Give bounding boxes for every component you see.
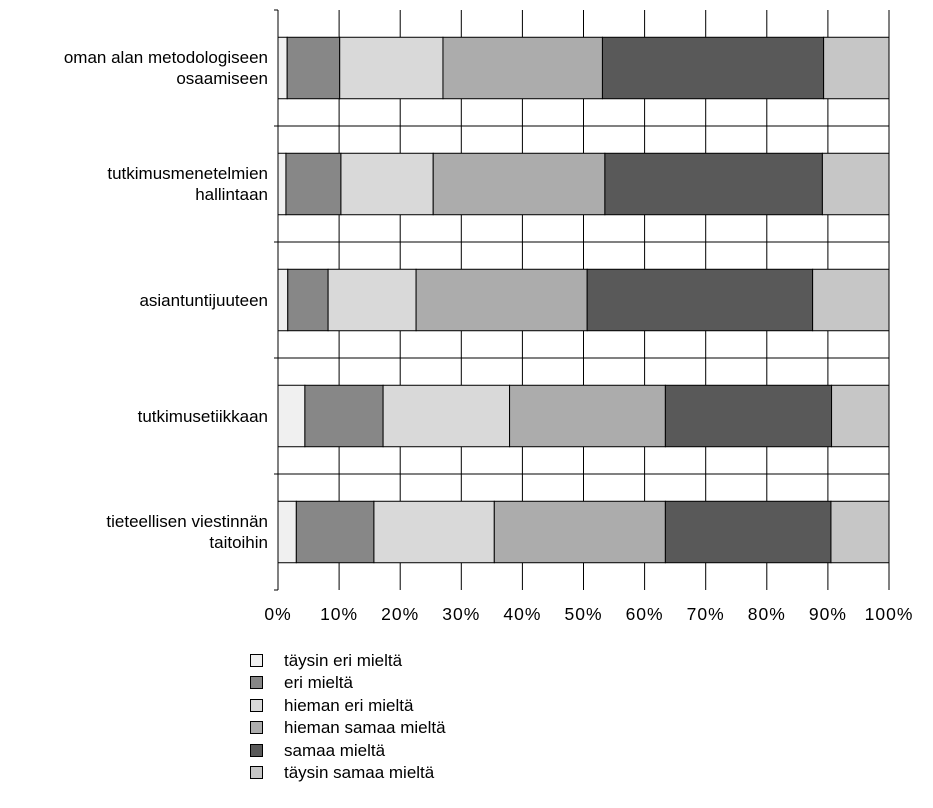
x-tick-label: 0% xyxy=(264,604,292,624)
legend-swatch xyxy=(250,765,263,779)
bar-segment-4-2 xyxy=(304,384,384,448)
bar-segment-5-4 xyxy=(493,500,666,564)
legend-swatch xyxy=(250,654,263,667)
bar-segment-4-1 xyxy=(277,384,306,448)
legend-label: hieman samaa mieltä xyxy=(284,718,446,738)
bars xyxy=(277,36,890,564)
x-tick-label: 20% xyxy=(381,604,420,624)
bar-segment-3-3 xyxy=(327,268,417,332)
category-label-line: tieteellisen viestinnän xyxy=(106,512,268,531)
legend-label: eri mieltä xyxy=(284,673,353,693)
legend-swatch xyxy=(250,721,263,735)
category-label-line: hallintaan xyxy=(195,185,268,204)
bar-segment-3-2 xyxy=(287,268,329,332)
category-label: tutkimusetiikkaan xyxy=(138,406,268,427)
bar-segment-5-6 xyxy=(830,500,890,564)
category-label: tutkimusmenetelmien hallintaan xyxy=(107,163,268,205)
category-label-line: asiantuntijuuteen xyxy=(139,290,268,310)
bar-segment-1-4 xyxy=(442,36,603,100)
category-label-line: taitoihin xyxy=(209,533,268,552)
legend-label: täysin samaa mieltä xyxy=(284,762,435,782)
bar-segment-2-3 xyxy=(340,152,434,216)
bar-segment-3-1 xyxy=(277,268,289,332)
x-tick-label: 10% xyxy=(320,604,359,624)
category-label-line: tutkimusmenetelmien xyxy=(107,164,268,183)
bar-segment-3-6 xyxy=(812,268,890,332)
bar-segment-4-4 xyxy=(509,384,666,448)
category-label: asiantuntijuuteen xyxy=(139,290,268,311)
legend-swatch xyxy=(250,743,263,757)
bar-segment-1-5 xyxy=(601,36,825,100)
x-tick-label: 100% xyxy=(864,604,914,624)
bar-segment-5-1 xyxy=(277,500,297,564)
category-label-line: osaamiseen xyxy=(176,69,268,88)
x-tick-label: 90% xyxy=(808,604,847,624)
category-label-line: tutkimusetiikkaan xyxy=(137,406,268,426)
x-tick-label: 30% xyxy=(442,604,481,624)
bar-segment-4-3 xyxy=(382,384,511,448)
legend-swatch xyxy=(250,676,263,690)
x-tick-label: 80% xyxy=(747,604,786,624)
legend-label: hieman eri mieltä xyxy=(284,695,414,715)
bar-segment-3-5 xyxy=(586,268,814,332)
bar-segment-1-3 xyxy=(339,36,444,100)
bar-segment-3-4 xyxy=(415,268,588,332)
bar-segment-4-5 xyxy=(664,384,833,448)
bar-segment-2-5 xyxy=(604,152,823,216)
bar-segment-5-3 xyxy=(373,500,495,564)
bar-segment-2-1 xyxy=(277,152,287,216)
y-axis xyxy=(274,9,279,591)
bar-segment-2-6 xyxy=(821,152,890,216)
legend-label: täysin eri mieltä xyxy=(284,651,403,670)
x-tick-label: 40% xyxy=(503,604,542,624)
category-label: tieteellisen viestinnän taitoihin xyxy=(106,511,268,553)
category-label-line: oman alan metodologiseen xyxy=(63,48,268,67)
bar-segment-1-2 xyxy=(286,36,341,100)
bar-segment-4-6 xyxy=(831,384,890,448)
x-tick-label: 60% xyxy=(625,604,664,624)
legend-swatch xyxy=(250,698,263,712)
legend-label: samaa mieltä xyxy=(284,740,386,760)
bar-segment-2-2 xyxy=(285,152,342,216)
x-tick-label: 70% xyxy=(686,604,725,624)
category-label: oman alan metodologiseen osaamiseen xyxy=(64,47,268,89)
bar-segment-1-6 xyxy=(823,36,890,100)
x-tick-label: 50% xyxy=(564,604,603,624)
bar-segment-2-4 xyxy=(432,152,606,216)
bar-segment-5-2 xyxy=(295,500,375,564)
bar-segment-5-5 xyxy=(664,500,832,564)
bar-segment-1-1 xyxy=(277,36,288,100)
